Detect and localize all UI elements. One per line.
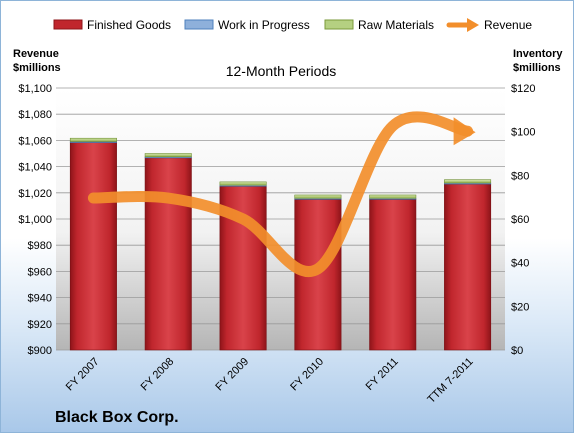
category-label: TTM 7-2011: [425, 356, 475, 406]
bar-raw-materials: [444, 179, 492, 184]
right-tick-label: $20: [511, 301, 529, 313]
left-tick-label: $900: [28, 345, 52, 357]
right-tick-label: $120: [511, 83, 535, 95]
left-tick-label: $960: [28, 266, 52, 278]
left-tick-label: $1,080: [18, 109, 52, 121]
category-label: FY 2010: [288, 356, 326, 394]
legend-label-work-in-progress: Work in Progress: [218, 18, 310, 32]
legend-label-finished-goods: Finished Goods: [87, 18, 171, 32]
bar-raw-materials: [294, 194, 342, 199]
bar-raw-materials: [144, 153, 192, 158]
left-tick-label: $1,000: [18, 214, 52, 226]
right-axis-ticks: $0 $20 $40 $60 $80 $100 $120: [511, 83, 535, 357]
bar-finished-goods: [69, 142, 117, 351]
legend-revenue-arrow: [446, 18, 479, 32]
right-axis-title-line2: $millions: [513, 62, 561, 74]
left-tick-label: $1,040: [18, 162, 52, 174]
legend-swatch-finished-goods: [53, 19, 83, 30]
category-label: FY 2008: [139, 356, 177, 394]
left-tick-label: $1,100: [18, 83, 52, 95]
category-label: FY 2007: [64, 356, 102, 394]
left-tick-label: $1,060: [18, 135, 52, 147]
right-axis-title-line1: Inventory: [513, 48, 563, 60]
bar-raw-materials: [369, 194, 417, 199]
bar-finished-goods: [444, 183, 492, 351]
bar-finished-goods: [144, 157, 192, 351]
bar-finished-goods: [369, 199, 417, 351]
legend-swatch-raw-materials: [324, 19, 354, 30]
bar-raw-materials: [219, 181, 267, 186]
right-tick-label: $60: [511, 214, 529, 226]
chart-subtitle: 12-Month Periods: [226, 63, 337, 79]
revenue-line-layer: [87, 111, 476, 277]
legend-swatch-work-in-progress: [184, 19, 214, 30]
category-label: FY 2009: [213, 356, 251, 394]
right-tick-label: $100: [511, 127, 535, 139]
category-labels: FY 2007 FY 2008 FY 2009 FY 2010 FY 2011 TTM 7…: [64, 356, 476, 406]
category-label: FY 2011: [364, 356, 401, 393]
revenue-line: [87, 111, 474, 277]
legend-label-revenue: Revenue: [484, 18, 532, 32]
legend-label-raw-materials: Raw Materials: [358, 18, 434, 32]
legend: Finished Goods Work in Progress Raw Mate…: [53, 18, 532, 32]
revenue-arrowhead: [453, 117, 476, 146]
bar-raw-materials: [69, 137, 117, 142]
right-tick-label: $0: [511, 345, 523, 357]
left-tick-label: $980: [28, 240, 52, 252]
right-tick-label: $40: [511, 258, 529, 270]
right-tick-label: $80: [511, 170, 529, 182]
left-tick-label: $940: [28, 293, 52, 305]
left-axis-title-line1: Revenue: [13, 48, 59, 60]
left-tick-label: $1,020: [18, 188, 52, 200]
left-axis-ticks: $900 $920 $940 $960 $980 $1,000 $1,020 $1,040 $1…: [18, 83, 52, 357]
left-axis-title-line2: $millions: [13, 62, 61, 74]
left-tick-label: $920: [28, 319, 52, 331]
company-name: Black Box Corp.: [55, 409, 179, 426]
